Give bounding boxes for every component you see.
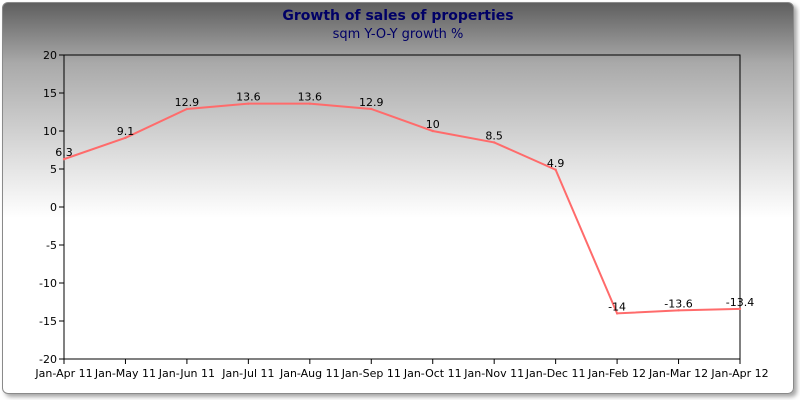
- data-point: [615, 312, 619, 315]
- data-point: [738, 307, 742, 311]
- data-point: [124, 136, 127, 140]
- data-label: 12.9: [359, 96, 384, 109]
- x-tick-label: Jan-Jun 11: [158, 367, 215, 380]
- y-tick-label: -10: [39, 277, 57, 290]
- y-tick-label: -20: [39, 353, 57, 366]
- x-tick-label: Jan-Dec 11: [525, 367, 586, 380]
- x-tick-label: Jan-Jul 11: [221, 367, 274, 380]
- chart-title: Growth of sales of properties: [282, 8, 514, 24]
- data-point: [62, 157, 66, 161]
- x-tick-label: Jan-Oct 11: [403, 367, 462, 380]
- x-tick-label: Jan-May 11: [94, 367, 156, 380]
- chart-frame: Growth of sales of properties sqm Y-O-Y …: [2, 2, 794, 394]
- data-label: 9.1: [117, 125, 135, 138]
- x-axis: Jan-Apr 11 Jan-May 11 Jan-Jun 11 Jan-Jul 11…: [34, 359, 769, 380]
- chart-subtitle: sqm Y-O-Y growth %: [332, 27, 464, 42]
- data-label: 4.9: [547, 157, 565, 170]
- x-tick-label: Jan-Aug 11: [279, 367, 340, 380]
- data-point: [554, 168, 557, 171]
- data-point: [247, 102, 250, 105]
- data-label: 8.5: [485, 129, 503, 142]
- data-labels: 6.3 9.1 12.9 13.6 13.6 12.9 10 8.5 4.9 -14 -13.6 -1…: [55, 91, 754, 314]
- data-point: [677, 309, 680, 312]
- data-label: 10: [426, 118, 440, 131]
- data-label: -13.6: [664, 297, 692, 310]
- y-tick-label: 15: [43, 87, 57, 100]
- data-label: 13.6: [236, 91, 261, 104]
- data-points: [62, 102, 742, 315]
- data-label: 6.3: [55, 146, 73, 159]
- x-tick-label: Jan-Nov 11: [463, 367, 524, 380]
- plot-area: [63, 54, 741, 360]
- x-tick-label: Jan-Sep 11: [341, 367, 401, 380]
- series-line: [63, 102, 741, 315]
- x-tick-label: Jan-Apr 11: [34, 367, 92, 380]
- x-tick-label: Jan-Apr 12: [710, 367, 768, 380]
- data-point: [308, 102, 312, 105]
- data-point: [431, 129, 434, 133]
- x-tick-label: Jan-Mar 12: [648, 367, 708, 380]
- data-label: -14: [608, 300, 626, 313]
- y-tick-label: 20: [43, 49, 57, 62]
- y-tick-label: 10: [43, 125, 57, 138]
- y-tick-label: -15: [39, 315, 57, 328]
- data-label: 12.9: [175, 96, 200, 109]
- y-tick-label: -5: [46, 239, 57, 252]
- data-point: [492, 141, 496, 144]
- x-tick-label: Jan-Feb 12: [587, 367, 646, 380]
- y-axis: 20 15 10 5 0 -5 -10 -15 -20: [39, 49, 64, 366]
- data-point: [370, 107, 373, 111]
- y-tick-label: 0: [50, 201, 57, 214]
- y-tick-label: 5: [50, 163, 57, 176]
- data-label: -13.4: [726, 296, 754, 309]
- data-point: [185, 107, 189, 111]
- data-label: 13.6: [298, 91, 323, 104]
